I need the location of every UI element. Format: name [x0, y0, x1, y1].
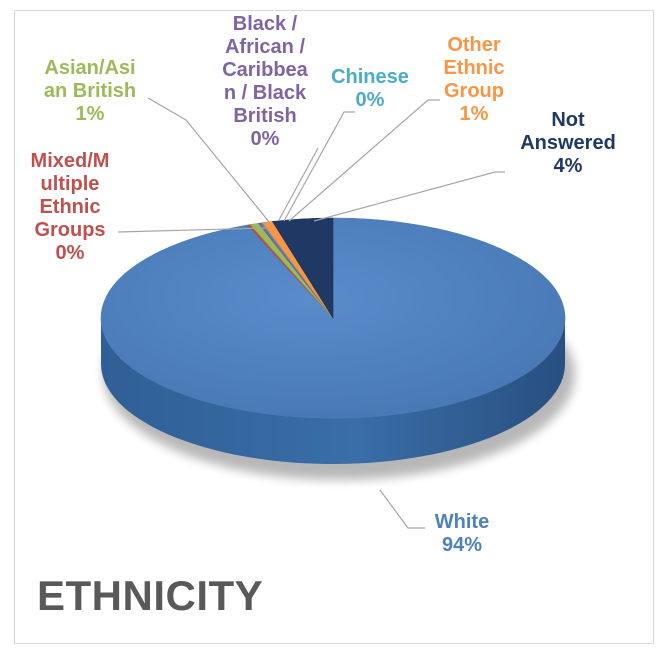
data-label-line: Not [551, 109, 585, 131]
data-label-5: Other Ethnic Group 1% [443, 34, 504, 125]
data-label-line: Other [447, 34, 501, 56]
data-label-line: 0% [251, 128, 280, 150]
data-label-line: White [435, 511, 489, 533]
data-label-line: ultiple [41, 173, 100, 195]
chart-title: ETHNICITY [37, 572, 264, 619]
data-label-4: Chinese 0% [331, 66, 409, 111]
data-label-line: Ethnic [39, 196, 100, 218]
data-label-line: 0% [56, 242, 85, 264]
pie-slice-6 [271, 217, 334, 320]
data-label-0: White 94% [435, 511, 489, 556]
data-label-1: Mixed/M ultiple Ethnic Groups 0% [31, 150, 110, 264]
leader-line-3 [278, 147, 319, 221]
data-label-line: 4% [554, 155, 583, 177]
data-label-line: Chinese [331, 66, 409, 88]
data-label-6: Not Answered 4% [520, 109, 616, 177]
data-label-line: Ethnic [443, 57, 504, 79]
data-label-line: Asian/Asi [44, 57, 135, 79]
data-label-line: Black / [233, 13, 298, 35]
data-label-line: 0% [356, 89, 385, 111]
data-label-line: Mixed/M [31, 150, 110, 172]
data-label-2: Asian/Asi an British 1% [44, 57, 136, 125]
data-label-line: an British [44, 80, 136, 102]
data-label-line: Caribbea [222, 59, 308, 81]
data-label-3: Black / African / Caribbea n / Black British… [222, 13, 308, 150]
leader-line-5 [288, 99, 440, 222]
pie-side-0 [101, 318, 565, 464]
leader-line-6 [313, 171, 505, 222]
data-label-line: 1% [460, 103, 489, 125]
leader-line-1 [117, 227, 267, 233]
data-label-line: 1% [76, 103, 105, 125]
leader-line-4 [283, 111, 355, 222]
data-label-line: 94% [442, 534, 482, 556]
data-label-line: British [233, 105, 296, 127]
leader-line-2 [147, 97, 271, 224]
data-label-line: Groups [34, 219, 105, 241]
pie-slice-0 [100, 217, 566, 419]
data-label-line: African / [225, 36, 305, 58]
data-label-line: Group [444, 80, 504, 102]
leader-line-0 [379, 489, 425, 529]
data-label-line: Answered [520, 132, 616, 154]
data-label-line: n / Black [224, 82, 307, 104]
